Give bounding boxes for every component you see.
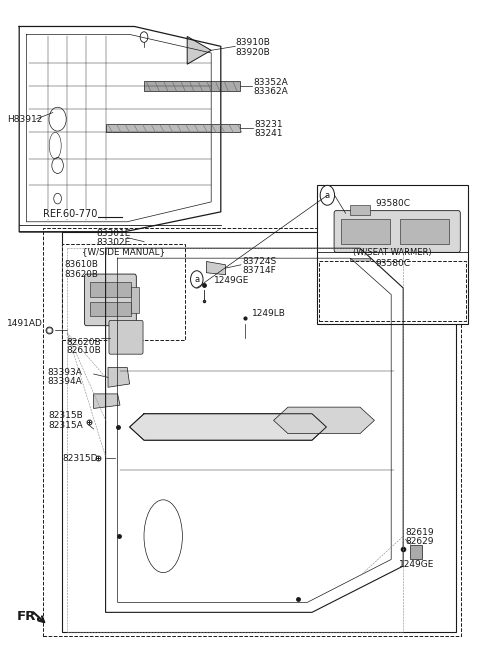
Text: 83724S: 83724S: [242, 257, 276, 266]
Bar: [341, 272, 390, 298]
Text: 83610B: 83610B: [65, 260, 99, 269]
Text: 83394A: 83394A: [47, 377, 82, 386]
Text: 83352A: 83352A: [253, 77, 288, 87]
Text: 83241: 83241: [254, 129, 282, 138]
Text: 1249LB: 1249LB: [252, 308, 286, 318]
Bar: [410, 545, 422, 559]
Text: 82620B: 82620B: [66, 338, 101, 347]
Bar: [43, 228, 461, 636]
Text: 83920B: 83920B: [235, 48, 270, 57]
Text: 83714F: 83714F: [242, 266, 276, 275]
Text: 83302E: 83302E: [96, 238, 130, 247]
Text: 82315D: 82315D: [62, 453, 98, 463]
Text: REF.60-770: REF.60-770: [43, 209, 97, 219]
Bar: [399, 272, 449, 298]
Text: {W/SIDE MANUAL}: {W/SIDE MANUAL}: [82, 247, 165, 256]
Bar: [317, 185, 468, 324]
Text: FR.: FR.: [17, 610, 42, 624]
Bar: [90, 302, 131, 316]
Polygon shape: [130, 414, 326, 440]
FancyBboxPatch shape: [109, 320, 143, 354]
Polygon shape: [187, 36, 211, 64]
Polygon shape: [94, 394, 120, 408]
Bar: [62, 244, 185, 340]
Text: 82315A: 82315A: [48, 420, 83, 430]
Text: a: a: [325, 191, 330, 200]
Text: 82619: 82619: [406, 528, 434, 537]
FancyBboxPatch shape: [334, 211, 460, 252]
Bar: [62, 232, 456, 632]
Circle shape: [320, 185, 335, 205]
Text: 1491AD: 1491AD: [7, 318, 43, 328]
Polygon shape: [206, 261, 226, 275]
Circle shape: [191, 271, 203, 288]
Bar: [350, 205, 370, 214]
Text: 83362A: 83362A: [253, 87, 288, 96]
Bar: [341, 218, 390, 244]
Text: 83620B: 83620B: [65, 269, 99, 279]
Polygon shape: [144, 81, 240, 91]
Text: 83301E: 83301E: [96, 229, 131, 238]
Text: 83231: 83231: [254, 120, 283, 129]
Bar: [399, 218, 449, 244]
Text: 83910B: 83910B: [235, 38, 270, 47]
Text: 1249GE: 1249GE: [399, 559, 435, 569]
FancyBboxPatch shape: [84, 274, 136, 326]
Text: 83393A: 83393A: [47, 367, 82, 377]
Text: (W/SEAT WARMER): (W/SEAT WARMER): [353, 248, 432, 258]
Text: 82610B: 82610B: [66, 346, 101, 355]
Polygon shape: [108, 367, 130, 387]
Polygon shape: [274, 407, 374, 434]
Text: H83912: H83912: [7, 115, 43, 124]
Bar: [319, 261, 466, 321]
Polygon shape: [106, 124, 240, 132]
Text: 93580C: 93580C: [375, 199, 410, 209]
Bar: [131, 287, 139, 313]
Text: 93580C: 93580C: [375, 259, 410, 267]
Text: 82629: 82629: [406, 537, 434, 546]
Text: a: a: [194, 275, 199, 284]
Text: 82315B: 82315B: [48, 411, 83, 420]
Text: 1249GE: 1249GE: [214, 276, 249, 285]
Bar: [350, 258, 370, 268]
Bar: [90, 282, 131, 297]
FancyBboxPatch shape: [334, 264, 460, 306]
